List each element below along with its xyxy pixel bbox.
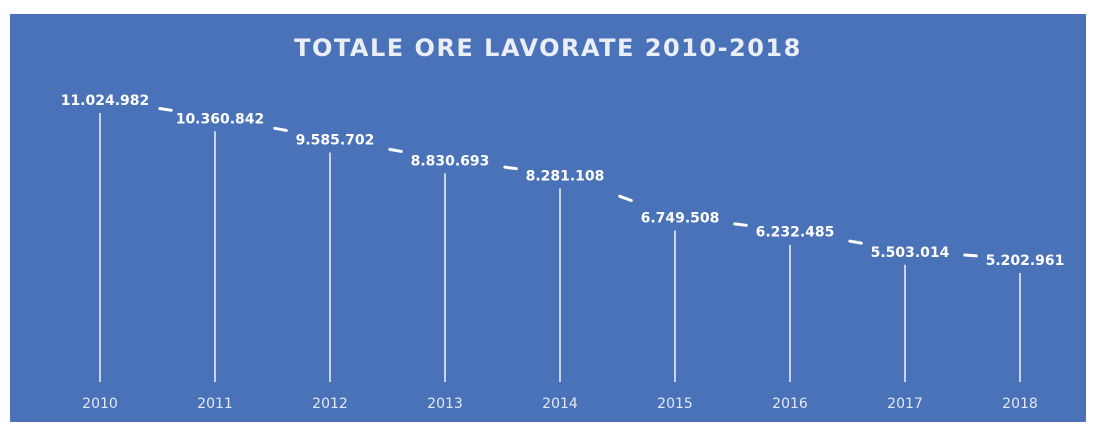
data-label-2016: 6.232.485 bbox=[756, 225, 835, 241]
x-tick-label-2013: 2013 bbox=[427, 396, 463, 412]
chart-panel: TOTALE ORE LAVORATE 2010-2018 11.024.982… bbox=[10, 14, 1086, 422]
data-label-2015: 6.749.508 bbox=[641, 210, 720, 226]
series-segment-2014-2015 bbox=[618, 194, 633, 203]
data-label-2017: 5.503.014 bbox=[871, 245, 950, 261]
series-segment-2016-2017 bbox=[848, 239, 863, 245]
x-tick-label-2017: 2017 bbox=[887, 396, 923, 412]
chart-plot: 11.024.982 10.360.842 9.585.702 8.830.693 8.… bbox=[61, 93, 1065, 412]
x-tick-label-2018: 2018 bbox=[1002, 396, 1038, 412]
series-segment-2017-2018 bbox=[963, 253, 978, 258]
x-tick-label-2010: 2010 bbox=[82, 396, 118, 412]
data-label-2011: 10.360.842 bbox=[176, 111, 265, 127]
series-segment-2012-2013 bbox=[388, 147, 403, 153]
series-segment-2013-2014 bbox=[503, 165, 518, 171]
x-tick-label-2012: 2012 bbox=[312, 396, 348, 412]
data-label-2018: 5.202.961 bbox=[986, 253, 1065, 269]
series-segment-2010-2011 bbox=[158, 106, 173, 112]
data-label-2014: 8.281.108 bbox=[526, 168, 605, 184]
chart-title: TOTALE ORE LAVORATE 2010-2018 bbox=[294, 34, 802, 62]
x-tick-label-2015: 2015 bbox=[657, 396, 693, 412]
series-segment-2015-2016 bbox=[733, 222, 748, 227]
data-label-2010: 11.024.982 bbox=[61, 93, 150, 109]
data-label-2012: 9.585.702 bbox=[296, 133, 375, 149]
series-segment-2011-2012 bbox=[273, 126, 288, 132]
x-tick-label-2011: 2011 bbox=[197, 396, 233, 412]
data-label-2013: 8.830.693 bbox=[411, 153, 490, 169]
x-tick-label-2016: 2016 bbox=[772, 396, 808, 412]
x-tick-label-2014: 2014 bbox=[542, 396, 578, 412]
